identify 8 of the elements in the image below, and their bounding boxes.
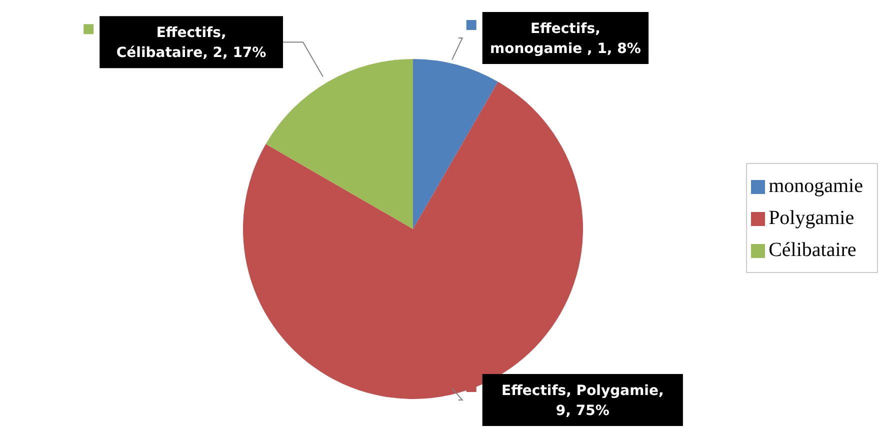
pie-slice [413,59,498,229]
legend-label: monogamie [768,175,863,197]
pie-slice [266,59,413,229]
legend-label: Polygamie [768,207,854,229]
data-label: Effectifs, monogamie , 1, 8% [490,21,641,57]
legend-label: Célibataire [768,239,856,261]
data-label: Effectifs, Célibataire, 2, 17% [116,25,266,62]
data-label: Effectifs, Polygamie, 9, 75% [502,383,664,419]
